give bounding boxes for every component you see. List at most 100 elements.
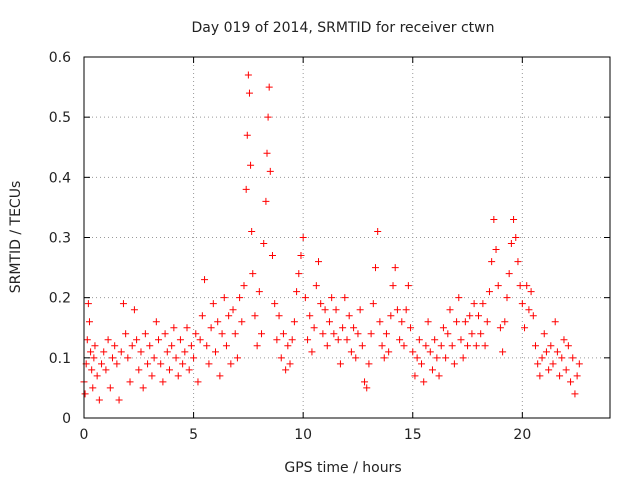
data-point	[205, 360, 213, 368]
x-axis-label: GPS time / hours	[284, 460, 401, 476]
data-point	[564, 342, 572, 350]
data-point	[265, 83, 273, 91]
data-point	[514, 258, 522, 266]
data-point	[549, 360, 557, 368]
y-tick-label: 0.3	[49, 231, 71, 247]
data-point	[413, 354, 421, 362]
data-point	[512, 234, 520, 241]
data-point	[345, 312, 353, 320]
data-point	[130, 306, 138, 314]
data-point	[128, 342, 136, 350]
data-point	[540, 330, 548, 338]
data-point	[510, 215, 518, 223]
chart-title: Day 019 of 2014, SRMTID for receiver ctw…	[192, 20, 495, 36]
data-point	[233, 354, 241, 362]
data-point	[111, 342, 119, 350]
data-point	[542, 348, 550, 356]
data-point	[468, 330, 476, 338]
data-point	[268, 252, 276, 260]
data-point	[89, 384, 97, 392]
data-point	[238, 318, 246, 326]
data-point	[437, 342, 445, 350]
data-point	[380, 354, 388, 362]
data-point	[310, 324, 318, 332]
data-point	[461, 318, 469, 326]
data-point	[325, 318, 333, 326]
data-point	[518, 300, 526, 308]
data-point	[369, 300, 377, 308]
data-point	[341, 294, 349, 302]
data-point	[245, 89, 253, 97]
data-point	[192, 330, 200, 338]
data-point	[378, 342, 386, 350]
x-tick-label: 5	[189, 427, 198, 443]
data-point	[236, 294, 244, 302]
data-point	[315, 258, 323, 266]
data-point	[391, 264, 399, 272]
data-point	[516, 282, 524, 290]
data-point	[170, 324, 178, 332]
data-point	[312, 282, 320, 290]
x-tick-label: 20	[513, 427, 531, 443]
data-point	[218, 330, 226, 338]
data-point	[332, 306, 340, 314]
data-point	[194, 378, 202, 386]
data-point	[133, 336, 141, 344]
data-point	[279, 330, 287, 338]
data-point	[321, 306, 329, 314]
data-point	[407, 324, 415, 332]
y-axis-label: SRMTID / TECUs	[8, 181, 24, 294]
data-point	[442, 354, 450, 362]
data-point	[571, 390, 579, 398]
data-point	[545, 366, 553, 374]
data-point	[203, 342, 211, 350]
data-point	[108, 354, 116, 362]
data-point	[84, 300, 92, 308]
data-point	[389, 282, 397, 290]
data-point	[115, 396, 123, 404]
data-point	[220, 294, 228, 302]
data-point	[179, 360, 187, 368]
data-point	[560, 336, 568, 344]
data-point	[459, 354, 467, 362]
data-point	[339, 324, 347, 332]
data-point	[229, 306, 237, 314]
data-point	[418, 360, 426, 368]
data-point	[475, 312, 482, 320]
data-point	[168, 342, 176, 350]
data-point	[181, 348, 189, 356]
data-point	[148, 372, 156, 380]
data-point	[207, 324, 215, 332]
data-point	[538, 354, 546, 362]
data-point	[157, 360, 165, 368]
data-point	[420, 378, 428, 386]
data-point	[104, 336, 112, 344]
data-point	[356, 306, 364, 314]
data-point	[155, 336, 163, 344]
data-point	[323, 342, 331, 350]
data-point	[95, 396, 103, 404]
data-point	[81, 390, 89, 398]
data-point	[266, 167, 274, 175]
data-point	[477, 330, 485, 338]
data-point	[290, 318, 298, 326]
data-point	[209, 300, 217, 308]
data-point	[163, 348, 171, 356]
data-point	[225, 312, 233, 320]
data-point	[240, 282, 248, 290]
data-point	[301, 294, 309, 302]
data-point	[100, 348, 108, 356]
data-point	[367, 330, 375, 338]
y-tick-label: 0.4	[49, 170, 71, 186]
data-point	[501, 318, 509, 326]
data-point	[483, 318, 491, 326]
data-point	[488, 258, 496, 266]
data-point	[83, 336, 91, 344]
data-point	[531, 342, 539, 350]
data-point	[466, 312, 474, 320]
data-point	[547, 342, 555, 350]
data-point	[319, 330, 327, 338]
data-point	[507, 240, 515, 248]
data-point	[575, 360, 583, 368]
data-point	[562, 366, 570, 374]
